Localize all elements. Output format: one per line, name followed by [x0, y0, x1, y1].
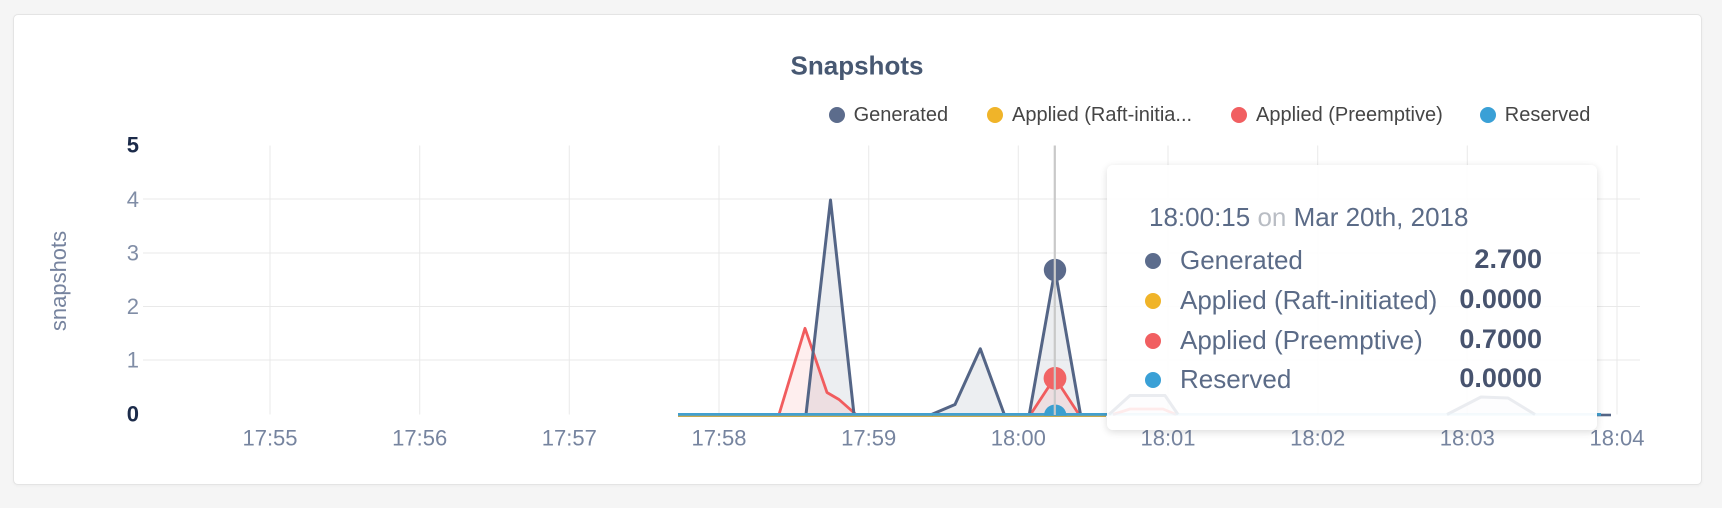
svg-text:17:59: 17:59 — [841, 426, 896, 451]
svg-text:18:00: 18:00 — [991, 426, 1046, 451]
svg-text:17:55: 17:55 — [242, 426, 297, 451]
svg-text:17:57: 17:57 — [542, 426, 597, 451]
svg-text:2: 2 — [127, 294, 139, 319]
svg-text:17:56: 17:56 — [392, 426, 447, 451]
svg-text:17:58: 17:58 — [691, 426, 746, 451]
svg-text:4: 4 — [127, 187, 139, 212]
svg-text:3: 3 — [127, 241, 139, 266]
svg-text:snapshots: snapshots — [46, 231, 71, 331]
svg-text:1: 1 — [127, 348, 139, 373]
svg-text:Snapshots: Snapshots — [791, 51, 924, 81]
svg-text:0: 0 — [127, 402, 139, 427]
svg-text:18:04: 18:04 — [1589, 426, 1644, 451]
svg-text:5: 5 — [127, 133, 139, 158]
